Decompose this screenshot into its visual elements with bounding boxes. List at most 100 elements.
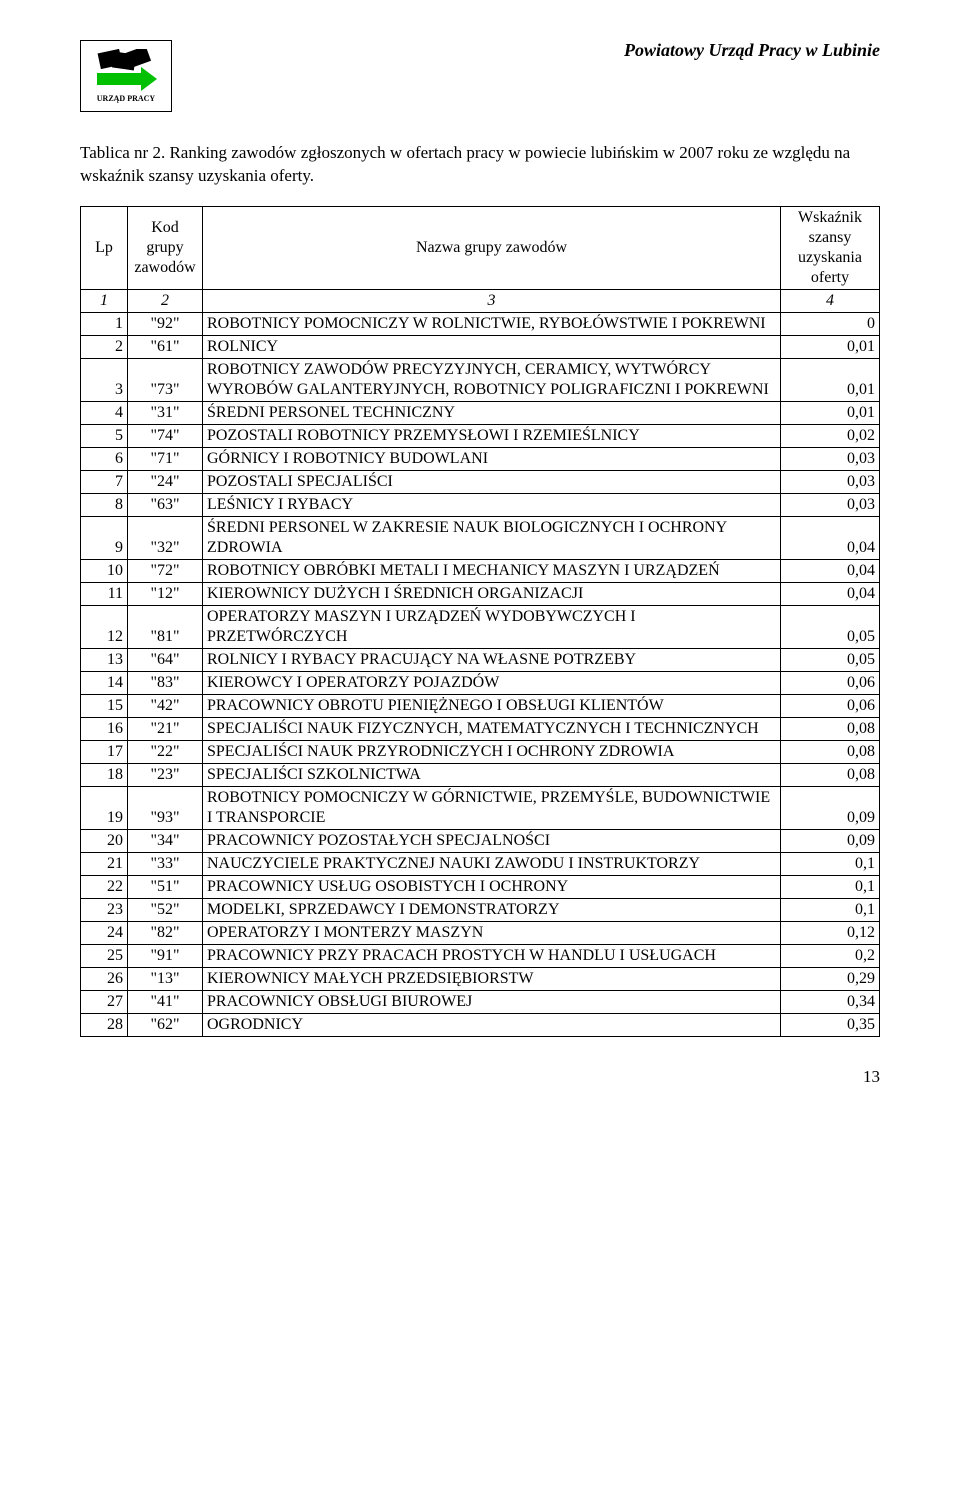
cell-kod: "22" — [128, 740, 203, 763]
cell-nazwa: POZOSTALI SPECJALIŚCI — [203, 470, 781, 493]
cell-kod: "62" — [128, 1013, 203, 1036]
cell-wsk: 0,05 — [781, 605, 880, 648]
cell-wsk: 0,01 — [781, 335, 880, 358]
cell-wsk: 0,08 — [781, 717, 880, 740]
table-row: 24"82"OPERATORZY I MONTERZY MASZYN0,12 — [81, 921, 880, 944]
cell-wsk: 0,09 — [781, 829, 880, 852]
table-row: 22"51"PRACOWNICY USŁUG OSOBISTYCH I OCHR… — [81, 875, 880, 898]
cell-nazwa: SPECJALIŚCI NAUK PRZYRODNICZYCH I OCHRON… — [203, 740, 781, 763]
cell-nazwa: PRACOWNICY POZOSTAŁYCH SPECJALNOŚCI — [203, 829, 781, 852]
cell-lp: 14 — [81, 671, 128, 694]
cell-wsk: 0,34 — [781, 990, 880, 1013]
table-row: 16"21"SPECJALIŚCI NAUK FIZYCZNYCH, MATEM… — [81, 717, 880, 740]
cell-kod: "23" — [128, 763, 203, 786]
logo-box: URZĄD PRACY — [80, 40, 172, 112]
cell-kod: "34" — [128, 829, 203, 852]
table-row: 14"83"KIEROWCY I OPERATORZY POJAZDÓW0,06 — [81, 671, 880, 694]
cell-kod: "92" — [128, 312, 203, 335]
cell-lp: 18 — [81, 763, 128, 786]
cell-kod: "64" — [128, 648, 203, 671]
cell-nazwa: OPERATORZY I MONTERZY MASZYN — [203, 921, 781, 944]
cell-lp: 24 — [81, 921, 128, 944]
cell-lp: 9 — [81, 516, 128, 559]
cell-kod: "82" — [128, 921, 203, 944]
table-row: 9"32"ŚREDNI PERSONEL W ZAKRESIE NAUK BIO… — [81, 516, 880, 559]
subheader-3: 3 — [203, 289, 781, 312]
table-subheader-row: 1 2 3 4 — [81, 289, 880, 312]
table-row: 15"42"PRACOWNICY OBROTU PIENIĘŻNEGO I OB… — [81, 694, 880, 717]
cell-lp: 16 — [81, 717, 128, 740]
cell-nazwa: ROBOTNICY OBRÓBKI METALI I MECHANICY MAS… — [203, 559, 781, 582]
cell-kod: "12" — [128, 582, 203, 605]
table-row: 8"63"LEŚNICY I RYBACY0,03 — [81, 493, 880, 516]
cell-kod: "93" — [128, 786, 203, 829]
cell-lp: 2 — [81, 335, 128, 358]
cell-nazwa: MODELKI, SPRZEDAWCY I DEMONSTRATORZY — [203, 898, 781, 921]
table-row: 12"81"OPERATORZY MASZYN I URZĄDZEŃ WYDOB… — [81, 605, 880, 648]
cell-kod: "24" — [128, 470, 203, 493]
cell-lp: 3 — [81, 358, 128, 401]
table-row: 28"62"OGRODNICY0,35 — [81, 1013, 880, 1036]
header-title: Powiatowy Urząd Pracy w Lubinie — [624, 40, 880, 61]
cell-lp: 25 — [81, 944, 128, 967]
cell-lp: 12 — [81, 605, 128, 648]
cell-wsk: 0,08 — [781, 763, 880, 786]
cell-wsk: 0,01 — [781, 401, 880, 424]
cell-nazwa: KIEROWCY I OPERATORZY POJAZDÓW — [203, 671, 781, 694]
cell-wsk: 0,06 — [781, 671, 880, 694]
cell-nazwa: ŚREDNI PERSONEL TECHNICZNY — [203, 401, 781, 424]
cell-lp: 11 — [81, 582, 128, 605]
cell-kod: "81" — [128, 605, 203, 648]
cell-nazwa: POZOSTALI ROBOTNICY PRZEMYSŁOWI I RZEMIE… — [203, 424, 781, 447]
cell-nazwa: PRACOWNICY OBROTU PIENIĘŻNEGO I OBSŁUGI … — [203, 694, 781, 717]
cell-nazwa: OGRODNICY — [203, 1013, 781, 1036]
cell-nazwa: LEŚNICY I RYBACY — [203, 493, 781, 516]
cell-lp: 13 — [81, 648, 128, 671]
table-row: 23"52"MODELKI, SPRZEDAWCY I DEMONSTRATOR… — [81, 898, 880, 921]
cell-kod: "74" — [128, 424, 203, 447]
cell-nazwa: KIEROWNICY DUŻYCH I ŚREDNICH ORGANIZACJI — [203, 582, 781, 605]
cell-kod: "32" — [128, 516, 203, 559]
cell-nazwa: SPECJALIŚCI NAUK FIZYCZNYCH, MATEMATYCZN… — [203, 717, 781, 740]
col-header-lp: Lp — [81, 206, 128, 289]
cell-nazwa: NAUCZYCIELE PRAKTYCZNEJ NAUKI ZAWODU I I… — [203, 852, 781, 875]
cell-wsk: 0,03 — [781, 447, 880, 470]
table-row: 26"13"KIEROWNICY MAŁYCH PRZEDSIĘBIORSTW0… — [81, 967, 880, 990]
cell-nazwa: SPECJALIŚCI SZKOLNICTWA — [203, 763, 781, 786]
cell-lp: 21 — [81, 852, 128, 875]
cell-kod: "52" — [128, 898, 203, 921]
table-header-row: Lp Kod grupy zawodów Nazwa grupy zawodów… — [81, 206, 880, 289]
cell-nazwa: ŚREDNI PERSONEL W ZAKRESIE NAUK BIOLOGIC… — [203, 516, 781, 559]
subheader-1: 1 — [81, 289, 128, 312]
cell-wsk: 0,09 — [781, 786, 880, 829]
table-row: 11"12"KIEROWNICY DUŻYCH I ŚREDNICH ORGAN… — [81, 582, 880, 605]
table-row: 1"92"ROBOTNICY POMOCNICZY W ROLNICTWIE, … — [81, 312, 880, 335]
cell-lp: 10 — [81, 559, 128, 582]
cell-wsk: 0,29 — [781, 967, 880, 990]
cell-lp: 5 — [81, 424, 128, 447]
cell-wsk: 0,06 — [781, 694, 880, 717]
cell-kod: "42" — [128, 694, 203, 717]
ranking-table: Lp Kod grupy zawodów Nazwa grupy zawodów… — [80, 206, 880, 1037]
cell-wsk: 0,08 — [781, 740, 880, 763]
table-row: 4"31"ŚREDNI PERSONEL TECHNICZNY0,01 — [81, 401, 880, 424]
table-row: 20"34"PRACOWNICY POZOSTAŁYCH SPECJALNOŚC… — [81, 829, 880, 852]
cell-wsk: 0,1 — [781, 875, 880, 898]
subheader-2: 2 — [128, 289, 203, 312]
table-row: 7"24"POZOSTALI SPECJALIŚCI0,03 — [81, 470, 880, 493]
cell-kod: "31" — [128, 401, 203, 424]
cell-lp: 1 — [81, 312, 128, 335]
table-row: 10"72"ROBOTNICY OBRÓBKI METALI I MECHANI… — [81, 559, 880, 582]
cell-nazwa: ROBOTNICY POMOCNICZY W GÓRNICTWIE, PRZEM… — [203, 786, 781, 829]
cell-lp: 20 — [81, 829, 128, 852]
cell-wsk: 0,05 — [781, 648, 880, 671]
cell-kod: "73" — [128, 358, 203, 401]
employment-office-logo-icon — [91, 49, 161, 94]
table-row: 19"93"ROBOTNICY POMOCNICZY W GÓRNICTWIE,… — [81, 786, 880, 829]
cell-lp: 15 — [81, 694, 128, 717]
table-row: 17"22"SPECJALIŚCI NAUK PRZYRODNICZYCH I … — [81, 740, 880, 763]
subheader-4: 4 — [781, 289, 880, 312]
cell-lp: 7 — [81, 470, 128, 493]
cell-lp: 23 — [81, 898, 128, 921]
cell-kod: "83" — [128, 671, 203, 694]
